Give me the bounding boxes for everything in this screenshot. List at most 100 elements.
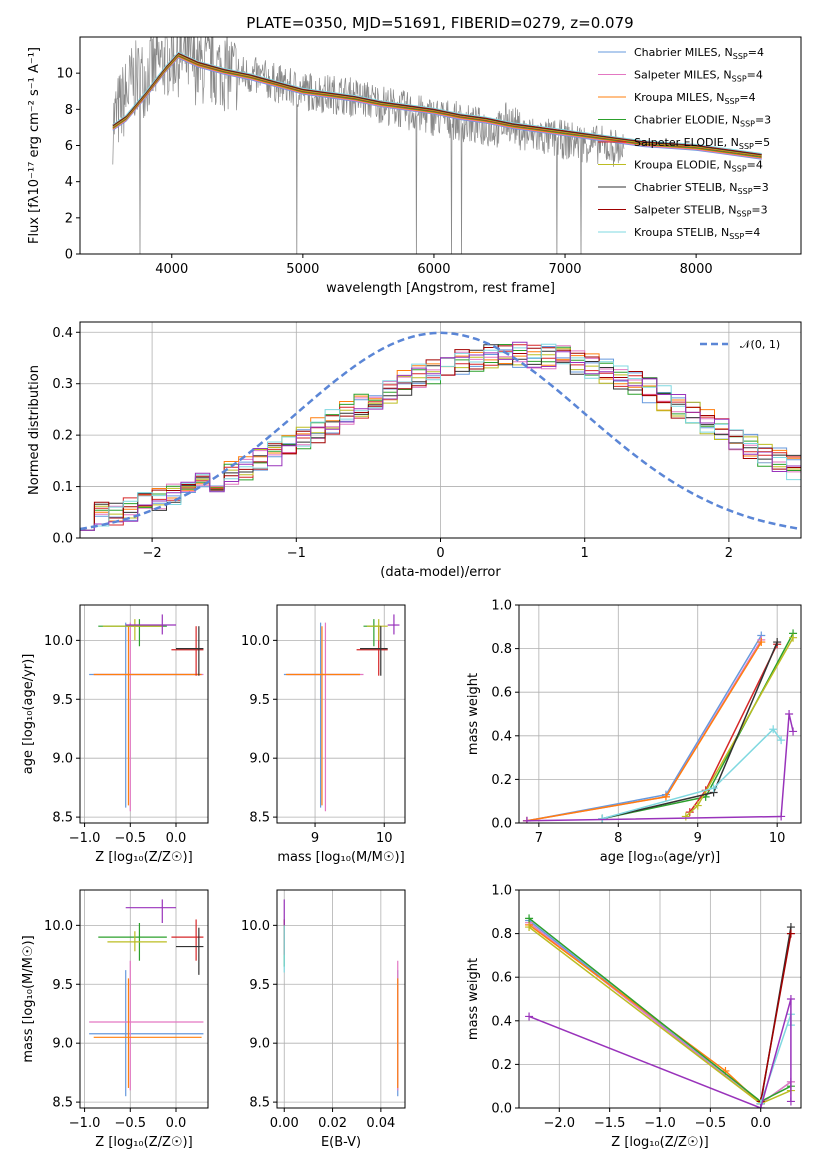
y-tick-label: 10 xyxy=(56,67,73,82)
x-tick-label: −1.0 xyxy=(644,1116,676,1131)
legend-label: Kroupa MILES, NSSP=4 xyxy=(634,91,756,106)
y-tick-label: 0.4 xyxy=(491,1014,512,1029)
point-marker xyxy=(777,812,786,821)
legend-subscript: SSP xyxy=(740,120,755,129)
legend-label: Salpeter STELIB, NSSP=3 xyxy=(634,204,768,219)
y-tick-label: 1.0 xyxy=(491,599,512,614)
legend-subscript: SSP xyxy=(736,210,751,219)
point-marker xyxy=(525,923,534,932)
series-line xyxy=(526,713,794,822)
x-tick-label: 5000 xyxy=(286,262,319,277)
x-axis-label: (data-model)/error xyxy=(380,565,501,580)
x-tick-label: −0.5 xyxy=(695,1116,727,1131)
x-tick-label: −0.5 xyxy=(114,1116,146,1131)
point-marker xyxy=(525,914,534,923)
point-marker xyxy=(522,816,531,823)
x-tick-label: 0.02 xyxy=(318,1116,347,1131)
legend-subscript: SSP xyxy=(729,232,744,241)
legend-subscript: SSP xyxy=(733,52,748,61)
y-tick-label: 9.5 xyxy=(249,978,270,993)
legend-label: Salpeter ELODIE, NSSP=5 xyxy=(634,136,770,151)
y-axis-label: mass [log₁₀(M/M☉)] xyxy=(21,935,36,1062)
y-tick-label: 9.5 xyxy=(52,978,73,993)
legend-subscript: SSP xyxy=(732,165,747,174)
x-tick-label: 7 xyxy=(535,831,543,846)
panel-spectrum: Chabrier MILES, NSSP=4 Salpeter MILES, NS… xyxy=(27,36,802,296)
y-tick-label: 9.0 xyxy=(249,752,270,767)
legend-label: Chabrier STELIB, NSSP=3 xyxy=(634,181,769,196)
legend-suffix: =3 xyxy=(751,204,767,217)
x-tick-label: 4000 xyxy=(155,262,188,277)
model-line xyxy=(112,56,762,159)
y-tick-label: 0.0 xyxy=(491,1102,512,1117)
legend-label: 𝒩(0, 1) xyxy=(740,338,780,351)
y-tick-label: 0.6 xyxy=(491,971,512,986)
point-marker xyxy=(757,638,766,647)
y-axis-label: Flux [fλ10⁻¹⁷ erg cm⁻² s⁻¹ A⁻¹] xyxy=(27,47,42,244)
series-line xyxy=(602,641,778,820)
y-tick-label: 0.2 xyxy=(52,429,73,444)
y-tick-label: 10.0 xyxy=(44,634,73,649)
plot-area xyxy=(519,605,801,823)
series-line xyxy=(526,635,762,822)
point-marker xyxy=(681,812,690,821)
y-tick-label: 0.3 xyxy=(52,377,73,392)
x-axis-label: wavelength [Angstrom, rest frame] xyxy=(326,281,555,296)
x-tick-label: 8 xyxy=(614,831,622,846)
plot-area xyxy=(80,605,208,823)
panel-weight-vs-Z: −2.0 −1.5 −1.0 −0.5 0.0 0.0 0.2 0.4 0.6 0.8 1.0 Z [… xyxy=(466,884,802,1150)
y-tick-label: 9.5 xyxy=(249,693,270,708)
series-line xyxy=(759,933,792,1102)
legend-suffix: =4 xyxy=(747,69,763,82)
legend-suffix: =4 xyxy=(747,159,763,172)
legend-label: Chabrier MILES, NSSP=4 xyxy=(634,46,764,61)
y-tick-label: 8.5 xyxy=(249,811,270,826)
x-tick-label: 8000 xyxy=(680,262,713,277)
x-tick-label: 10 xyxy=(769,831,786,846)
plot-area xyxy=(112,37,762,254)
legend-label: Chabrier ELODIE, NSSP=3 xyxy=(634,114,771,129)
x-tick-label: −1 xyxy=(287,546,306,561)
point-marker xyxy=(598,814,607,823)
legend-label: Kroupa ELODIE, NSSP=4 xyxy=(634,159,763,174)
data-spectrum xyxy=(112,37,625,254)
x-tick-label: 0 xyxy=(436,546,444,561)
y-tick-label: 0.4 xyxy=(491,729,512,744)
legend-suffix: =4 xyxy=(744,226,760,239)
y-tick-label: 10.0 xyxy=(241,634,270,649)
point-marker xyxy=(777,736,786,745)
gaussian-curve xyxy=(80,331,801,531)
y-tick-label: 4 xyxy=(65,175,73,190)
y-tick-label: 9.5 xyxy=(52,693,73,708)
y-tick-label: 8.5 xyxy=(52,811,73,826)
x-tick-label: 10 xyxy=(376,831,393,846)
x-tick-label: 0.0 xyxy=(750,1116,771,1131)
axes-frame xyxy=(79,604,209,824)
point-marker xyxy=(661,792,670,801)
x-axis-label: mass [log₁₀(M/M☉)] xyxy=(277,850,404,865)
legend-label: Kroupa STELIB, NSSP=4 xyxy=(634,226,760,241)
y-tick-label: 0.0 xyxy=(491,817,512,832)
x-axis-label: Z [log₁₀(Z/Z☉)] xyxy=(95,1135,192,1150)
y-tick-label: 8.5 xyxy=(249,1096,270,1111)
series-line xyxy=(689,643,778,813)
legend-suffix: =4 xyxy=(748,46,764,59)
plot-area xyxy=(80,322,801,538)
y-axis-label: Normed distribution xyxy=(27,365,42,495)
plot-area xyxy=(80,890,208,1108)
y-tick-label: 0.4 xyxy=(52,326,73,341)
series-line xyxy=(528,998,792,1108)
y-tick-label: 0.6 xyxy=(491,686,512,701)
y-tick-label: 6 xyxy=(65,139,73,154)
model-line xyxy=(112,52,762,156)
x-tick-label: −1.5 xyxy=(594,1116,626,1131)
y-tick-label: 10.0 xyxy=(241,919,270,934)
point-marker xyxy=(769,725,778,734)
model-line xyxy=(112,51,762,154)
point-marker xyxy=(709,784,718,793)
x-tick-label: 0.0 xyxy=(166,1116,187,1131)
legend-subscript: SSP xyxy=(739,142,754,151)
legend: Chabrier MILES, NSSP=4 Salpeter MILES, NS… xyxy=(598,46,771,241)
model-line xyxy=(112,55,762,158)
